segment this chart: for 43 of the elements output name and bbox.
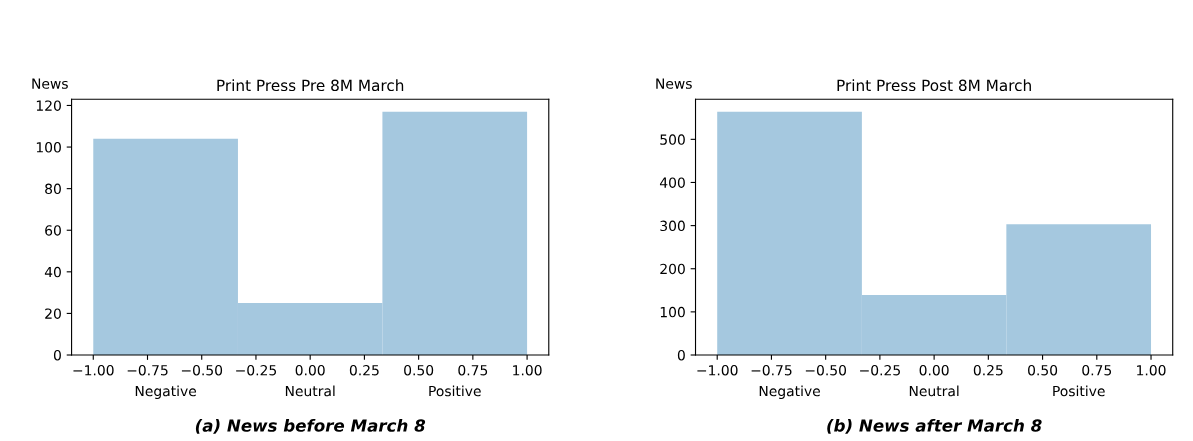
x-tick-label: −0.50 [181, 364, 223, 376]
y-tick-label: 100 [660, 306, 685, 318]
text: Negative [135, 385, 197, 399]
y-axis-title: News [656, 78, 692, 89]
y-tick-label: 40 [44, 266, 61, 278]
x-tick-label: −0.25 [860, 364, 900, 376]
y-tick-label: 0 [53, 349, 61, 361]
text: Negative [759, 385, 820, 399]
x-tick-label: 0.25 [973, 364, 1003, 376]
x-tick-label: 0.00 [919, 364, 949, 376]
y-tick-label: 500 [660, 134, 685, 145]
y-tick-label: 120 [36, 100, 61, 111]
y-tick-label: 300 [660, 220, 685, 232]
x-tick-label: 0.00 [295, 364, 325, 376]
text: Neutral [909, 385, 959, 397]
y-tick-label: 100 [36, 142, 61, 153]
x-tick-label: −0.75 [127, 364, 168, 376]
chart-title: Print Press Pre 8M March [217, 79, 404, 92]
y-tick-label: 200 [660, 263, 685, 275]
y-tick-label: 400 [659, 177, 685, 188]
x-tick-label: −1.00 [73, 364, 114, 376]
text: Positive [1053, 385, 1105, 397]
x-tick-label: 0.75 [458, 364, 488, 376]
text: Neutral [285, 385, 335, 397]
y-tick-label: 0 [677, 349, 685, 361]
x-tick-label: −0.25 [236, 364, 277, 376]
y-axis-title: News [32, 78, 68, 89]
x-tick-label: 0.25 [349, 364, 379, 376]
x-tick-label: 1.00 [513, 364, 542, 376]
y-tick-label: 60 [45, 225, 61, 236]
x-tick-label: 0.75 [1082, 364, 1112, 376]
text: Positive [429, 385, 481, 397]
x-tick-label: 0.50 [1028, 364, 1058, 376]
x-tick-label: 1.00 [1137, 364, 1166, 376]
y-tick-label: 20 [45, 308, 61, 319]
x-tick-label: −1.00 [697, 364, 738, 376]
text: (b) News after March 8 [827, 418, 1042, 434]
x-tick-label: 0.50 [404, 364, 434, 376]
text: (a) News before March 8 [195, 418, 426, 434]
x-tick-label: −0.75 [751, 364, 792, 376]
y-tick-label: 80 [45, 183, 61, 195]
chart-title: Print Press Post 8M March [837, 79, 1031, 92]
x-tick-label: −0.50 [805, 364, 847, 376]
